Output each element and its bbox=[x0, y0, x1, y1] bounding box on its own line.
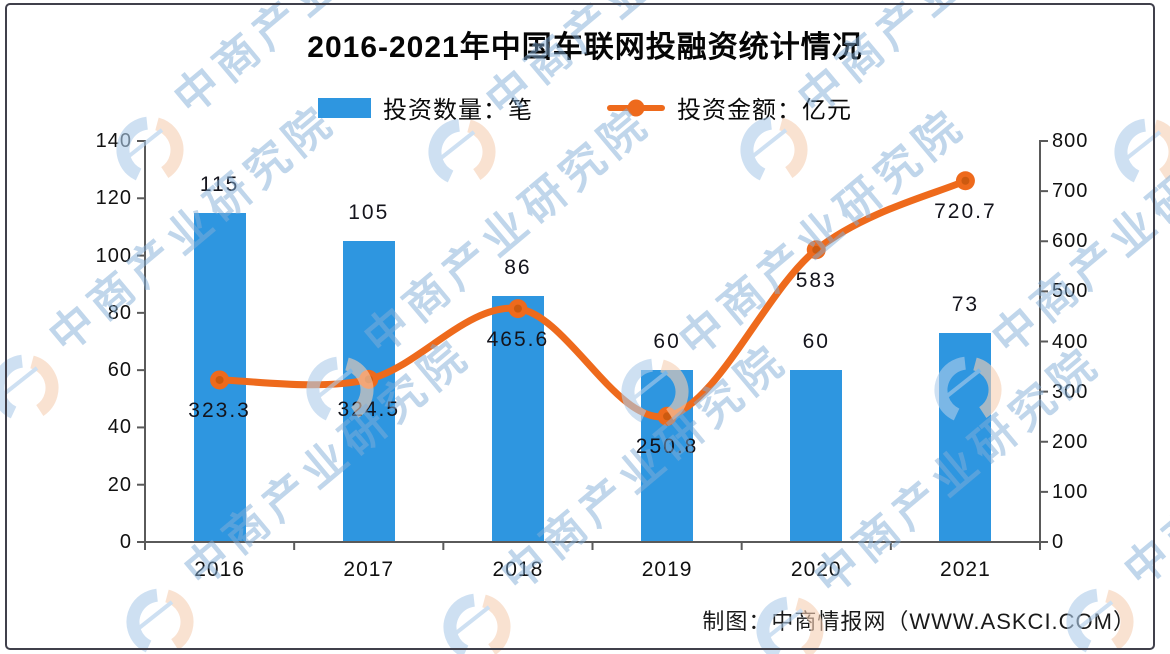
bar-series-label: 投资数量：笔 bbox=[383, 97, 533, 124]
category-label: 2019 bbox=[641, 558, 693, 581]
line-marker-core bbox=[364, 375, 373, 384]
left-axis-tick-label: 20 bbox=[107, 473, 132, 496]
line-series-label: 投资金额：亿元 bbox=[677, 97, 852, 124]
left-axis-tick-label: 120 bbox=[95, 187, 132, 210]
legend-item-bars: 投资数量：笔 bbox=[318, 90, 533, 125]
line-value-label: 465.6 bbox=[486, 327, 550, 351]
bar-value-label: 86 bbox=[504, 255, 532, 279]
line-value-label: 583 bbox=[795, 268, 837, 292]
line-marker-core bbox=[513, 304, 522, 313]
left-axis-tick-label: 100 bbox=[95, 244, 132, 267]
line-marker-core bbox=[215, 375, 224, 384]
right-axis-tick-label: 500 bbox=[1052, 280, 1089, 303]
legend-item-line: 投资金额：亿元 bbox=[607, 90, 852, 125]
bar-value-label: 105 bbox=[348, 201, 390, 225]
line-value-label: 720.7 bbox=[934, 199, 997, 223]
line-marker-core bbox=[812, 245, 821, 254]
legend: 投资数量：笔 投资金额：亿元 bbox=[0, 90, 1170, 125]
right-axis-tick-label: 400 bbox=[1052, 330, 1089, 353]
right-axis-tick-label: 700 bbox=[1052, 180, 1089, 203]
category-label: 2018 bbox=[492, 558, 544, 581]
category-label: 2020 bbox=[790, 558, 842, 581]
bar-2018 bbox=[491, 295, 544, 542]
line-value-label: 250.8 bbox=[635, 435, 699, 459]
left-axis-tick-label: 40 bbox=[107, 416, 132, 439]
left-axis-tick-label: 80 bbox=[107, 301, 132, 324]
line-marker-core bbox=[961, 176, 970, 185]
right-axis-tick-label: 100 bbox=[1052, 480, 1089, 503]
right-axis-tick-label: 800 bbox=[1052, 130, 1089, 152]
left-axis-tick-label: 60 bbox=[107, 359, 132, 382]
line-marker-core bbox=[663, 412, 672, 421]
right-axis-tick-label: 0 bbox=[1052, 531, 1065, 553]
bar-value-label: 115 bbox=[199, 172, 240, 196]
line-series-path bbox=[216, 177, 969, 421]
attribution-text: 制图：中商情报网（WWW.ASKCI.COM） bbox=[702, 609, 1136, 634]
left-axis-tick-label: 0 bbox=[119, 531, 132, 553]
bar-2020 bbox=[790, 370, 843, 542]
bar-value-label: 60 bbox=[653, 330, 681, 354]
category-label: 2021 bbox=[940, 558, 991, 581]
right-axis-tick-label: 200 bbox=[1052, 430, 1089, 453]
category-label: 2016 bbox=[194, 558, 245, 581]
line-value-label: 323.3 bbox=[188, 398, 251, 422]
bar-value-label: 73 bbox=[951, 292, 980, 316]
line-series-marker-icon bbox=[607, 99, 665, 116]
bar-value-label: 60 bbox=[802, 330, 830, 354]
right-axis-tick-label: 300 bbox=[1052, 380, 1089, 403]
bar-series-swatch-icon bbox=[318, 97, 371, 118]
right-axis-tick-label: 600 bbox=[1052, 230, 1089, 253]
chart-title: 2016-2021年中国车联网投融资统计情况 bbox=[307, 31, 863, 64]
category-label: 2017 bbox=[343, 558, 395, 581]
